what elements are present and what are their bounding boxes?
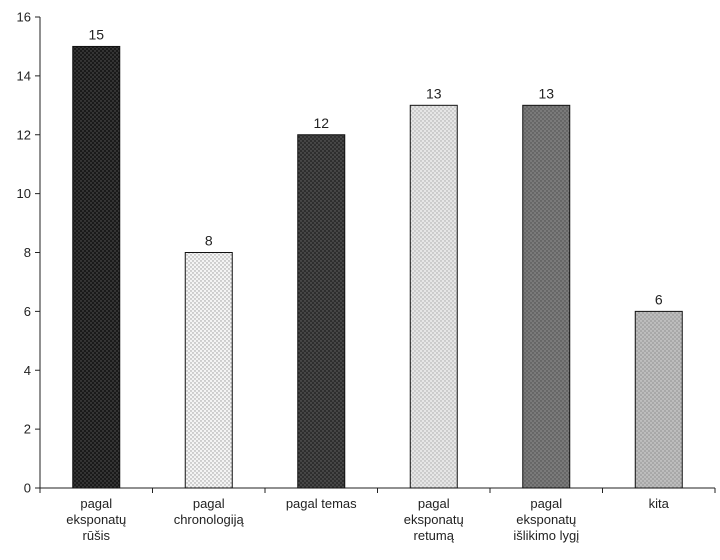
y-tick-label: 10 <box>17 186 31 201</box>
data-label: 8 <box>205 233 213 249</box>
category-label: pagal eksponatų retumą <box>404 496 464 543</box>
data-label: 15 <box>88 26 104 42</box>
bar <box>72 45 121 489</box>
x-axis <box>39 487 716 493</box>
y-tick-label: 14 <box>17 68 31 83</box>
bar <box>409 104 458 489</box>
y-tick-label: 4 <box>24 363 31 378</box>
y-tick-label: 8 <box>24 245 31 260</box>
category-label: pagal temas <box>286 496 357 511</box>
y-tick-label: 0 <box>24 481 31 496</box>
bar <box>522 104 571 489</box>
y-tick-label: 16 <box>17 10 31 25</box>
bar <box>634 310 683 489</box>
y-tick-label: 2 <box>24 422 31 437</box>
data-label: 13 <box>426 85 442 101</box>
bar <box>297 134 346 489</box>
category-label: pagal chronologiją <box>174 496 245 527</box>
y-axis: 0 2 4 6 8 10 12 14 16 <box>17 10 41 496</box>
y-tick-label: 12 <box>17 127 31 142</box>
data-label: 6 <box>655 291 663 307</box>
category-label: kita <box>649 496 670 511</box>
data-labels: 15 8 12 13 13 6 <box>88 26 662 307</box>
bar <box>184 252 233 489</box>
category-label: pagal eksponatų išlikimo lygį <box>513 496 579 543</box>
data-label: 13 <box>538 85 554 101</box>
y-tick-label: 6 <box>24 304 31 319</box>
category-labels: pagal eksponatų rūšis pagal chronologiją paga… <box>66 496 669 543</box>
category-label: pagal eksponatų rūšis <box>66 496 126 543</box>
bars <box>72 45 683 489</box>
data-label: 12 <box>313 115 329 131</box>
